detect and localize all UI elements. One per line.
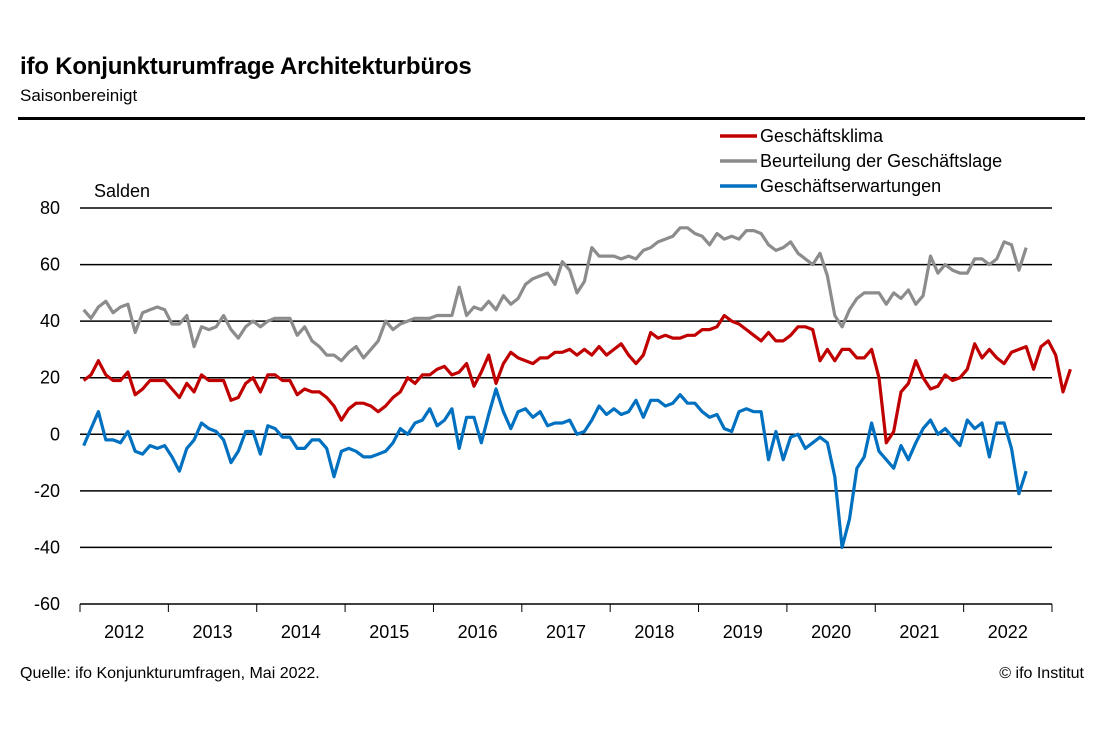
x-tick-label: 2014 [281,622,321,642]
legend-label: Geschäftsklima [760,126,884,146]
legend-label: Geschäftserwartungen [760,176,941,196]
series-lines [82,226,1072,550]
source-note: Quelle: ifo Konjunkturumfragen, Mai 2022… [20,665,320,682]
legend: Geschäftsklima Beurteilung der Geschäftsl… [720,126,1002,196]
x-tick-label: 2019 [723,622,763,642]
x-tick-label: 2018 [634,622,674,642]
y-tick-label: -40 [34,537,60,557]
header-rule [18,117,1085,120]
series-line-1 [82,226,1028,363]
series-line-2 [82,387,1028,550]
x-tick-label: 2015 [369,622,409,642]
series-line-0 [82,313,1072,445]
y-tick-label: 20 [40,368,60,388]
x-tick-label: 2021 [899,622,939,642]
y-tick-label: 80 [40,198,60,218]
x-tick-label: 2012 [104,622,144,642]
y-axis-ticks: 80 60 40 20 0 -20 -40 -60 [34,198,60,614]
chart-subtitle: Saisonbereinigt [20,86,138,105]
copyright-note: © ifo Institut [999,665,1084,682]
y-tick-label: 60 [40,255,60,275]
y-tick-label: -20 [34,481,60,501]
y-tick-label: 40 [40,311,60,331]
chart-title: ifo Konjunkturumfrage Architekturbüros [20,53,472,80]
y-axis-label: Salden [94,181,150,201]
x-axis: 2012 2013 2014 2015 2016 2017 2018 2019 2020 2021… [79,604,1053,642]
x-tick-label: 2020 [811,622,851,642]
legend-label: Beurteilung der Geschäftslage [760,151,1002,171]
y-tick-label: 0 [50,424,60,444]
x-tick-label: 2013 [193,622,233,642]
y-tick-label: -60 [34,594,60,614]
x-tick-label: 2017 [546,622,586,642]
x-tick-label: 2016 [458,622,498,642]
x-tick-label: 2022 [988,622,1028,642]
